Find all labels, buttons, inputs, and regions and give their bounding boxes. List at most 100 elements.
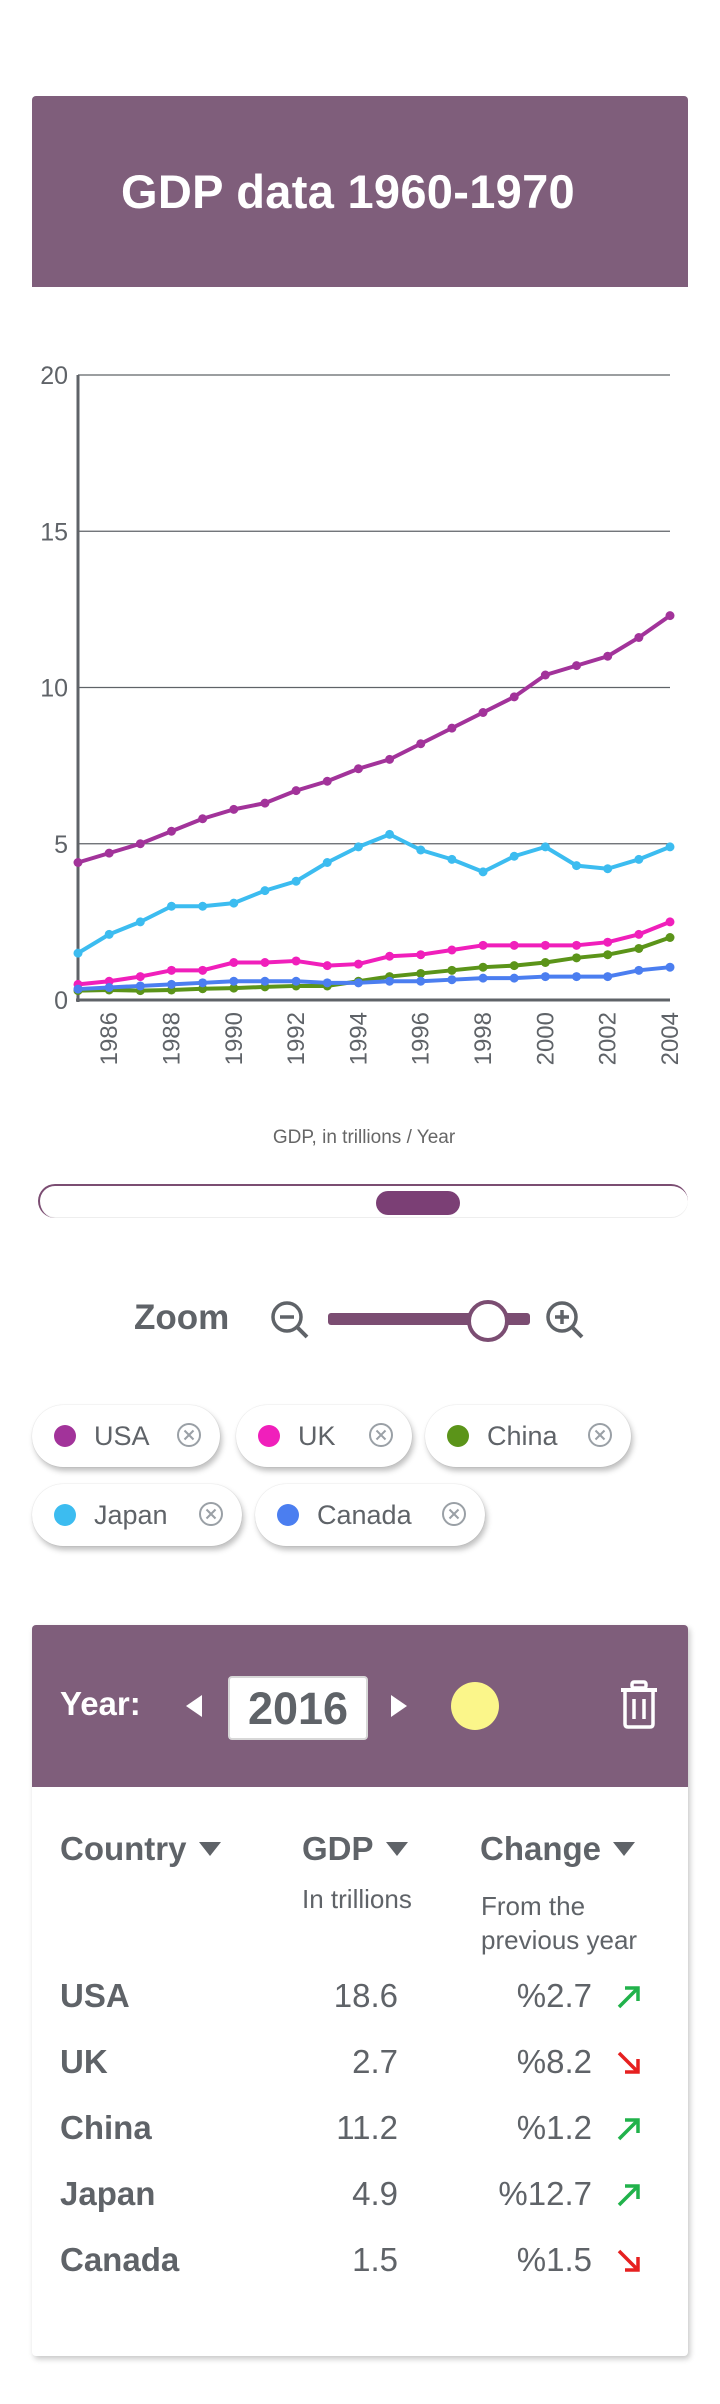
zoom-in-icon[interactable]: [545, 1300, 585, 1340]
data-point: [634, 854, 644, 864]
data-point: [509, 851, 519, 861]
series-line-japan: [76, 832, 671, 955]
change-cell: %2.7: [516, 1977, 592, 2014]
data-point: [416, 845, 426, 855]
sun-icon[interactable]: [451, 1682, 499, 1730]
trend-up-arrow-icon: [617, 1986, 640, 2009]
country-column-header[interactable]: Country: [60, 1830, 221, 1868]
filter-chip-uk[interactable]: UK: [236, 1405, 412, 1467]
filter-chip-canada[interactable]: Canada: [255, 1484, 485, 1546]
data-point: [166, 901, 176, 911]
year-input[interactable]: 2016: [228, 1676, 368, 1740]
data-point: [478, 708, 488, 717]
timeline-scrollbar[interactable]: [38, 1184, 688, 1218]
previous-year-arrow-icon[interactable]: [186, 1695, 202, 1717]
y-tick-label: 15: [40, 518, 68, 546]
remove-chip-icon[interactable]: [176, 1422, 202, 1448]
data-point: [540, 670, 550, 680]
chip-label: Japan: [94, 1499, 168, 1530]
data-point: [447, 965, 457, 975]
data-point: [322, 978, 332, 988]
x-tick-label: 1990: [221, 1012, 248, 1065]
remove-chip-icon[interactable]: [587, 1422, 613, 1448]
page-header: GDP data 1960-1970: [32, 96, 688, 287]
next-year-arrow-icon[interactable]: [391, 1695, 407, 1717]
y-tick-label: 20: [40, 362, 68, 390]
zoom-slider-handle[interactable]: [466, 1300, 509, 1342]
series-line-uk: [77, 920, 671, 987]
data-point: [416, 950, 426, 960]
data-point: [198, 965, 208, 975]
sort-caret-icon[interactable]: [385, 1842, 408, 1857]
data-point: [447, 945, 457, 955]
data-point: [540, 842, 550, 852]
data-point: [322, 858, 332, 867]
data-point: [166, 826, 176, 836]
data-point: [260, 958, 270, 967]
data-point: [509, 961, 519, 971]
sort-caret-icon[interactable]: [198, 1842, 221, 1857]
color-dot-icon: [447, 1425, 469, 1447]
y-tick-label: 5: [54, 831, 68, 859]
change-column-header[interactable]: Change: [480, 1830, 636, 1868]
data-point: [104, 976, 114, 986]
data-point: [104, 929, 114, 939]
remove-chip-icon[interactable]: [198, 1501, 224, 1527]
data-point: [665, 842, 675, 852]
data-point: [416, 976, 426, 986]
chip-label: UK: [298, 1420, 336, 1451]
data-point: [603, 651, 613, 661]
country-cell: USA: [60, 1977, 130, 2014]
data-point: [229, 983, 239, 993]
data-point: [291, 876, 301, 886]
zoom-out-icon[interactable]: [270, 1300, 310, 1340]
data-point: [665, 962, 675, 972]
y-tick-label: 10: [40, 675, 68, 703]
remove-chip-icon[interactable]: [441, 1501, 467, 1527]
data-point: [385, 951, 395, 961]
data-point: [572, 972, 582, 982]
data-point: [634, 633, 644, 642]
data-point: [478, 940, 488, 950]
gdp-cell: 11.2: [336, 2109, 398, 2146]
data-point: [634, 929, 644, 939]
gdp-column-subtitle: In trillions: [302, 1884, 412, 1914]
remove-chip-icon[interactable]: [368, 1422, 394, 1448]
filter-chip-japan[interactable]: Japan: [32, 1484, 242, 1546]
change-cell: %1.2: [516, 2109, 592, 2146]
data-point: [447, 723, 457, 733]
trash-icon[interactable]: [618, 1680, 660, 1730]
data-point: [416, 739, 426, 749]
data-point: [353, 764, 363, 774]
data-point: [353, 978, 363, 988]
timeline-scroll-thumb[interactable]: [376, 1191, 460, 1215]
gdp-column-header[interactable]: GDP: [302, 1830, 408, 1868]
data-point: [135, 917, 145, 927]
data-point: [665, 917, 675, 927]
gdp-line-chart: 0 5 10 15 20 1986 1988 1990 1992 1994 1996 1998 2000…: [40, 362, 684, 1065]
filter-chip-china[interactable]: China: [425, 1405, 631, 1467]
table-header-bar: Year: 2016: [32, 1625, 688, 1787]
color-dot-icon: [258, 1425, 280, 1447]
sort-caret-icon[interactable]: [613, 1842, 636, 1857]
series-line-canada: [77, 965, 671, 992]
data-point: [260, 886, 270, 896]
x-tick-label: 2002: [595, 1012, 622, 1065]
data-point: [416, 968, 426, 978]
data-point: [135, 839, 145, 849]
data-point: [572, 861, 582, 871]
data-point: [665, 933, 675, 942]
gdp-cell: 1.5: [352, 2241, 398, 2278]
filter-chip-usa[interactable]: USA: [32, 1405, 220, 1467]
change-cell: %12.7: [498, 2175, 592, 2212]
color-dot-icon: [277, 1504, 299, 1526]
year-label: Year:: [60, 1685, 141, 1722]
change-column-subtitle-2: previous year: [481, 1925, 638, 1955]
country-cell: Japan: [60, 2175, 156, 2212]
change-cell: %1.5: [516, 2241, 592, 2278]
series-line-usa: [77, 613, 672, 865]
x-axis-label: GDP, in trillions / Year: [272, 1127, 456, 1148]
data-point: [478, 962, 488, 972]
trend-up-arrow-icon: [617, 2184, 640, 2207]
data-point: [665, 611, 675, 621]
